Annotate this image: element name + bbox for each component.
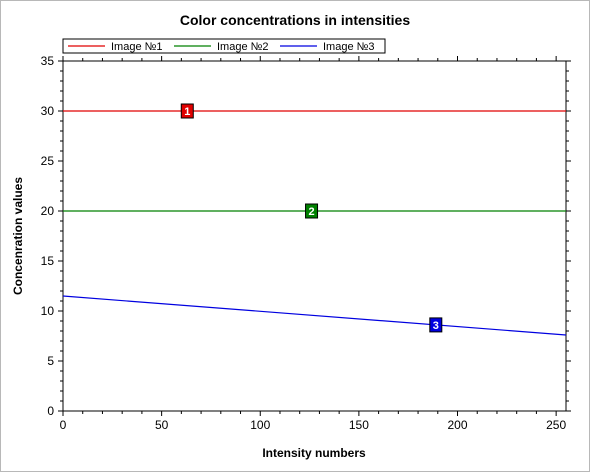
y-tick-label: 15 (41, 254, 55, 268)
chart-title: Color concentrations in intensities (180, 12, 410, 28)
x-tick-label: 100 (250, 418, 270, 432)
x-tick-label: 150 (349, 418, 369, 432)
series-line-3 (62, 295, 567, 336)
series-marker-2 (305, 203, 319, 219)
x-tick-label: 50 (155, 418, 169, 432)
legend-label-3: Image №3 (323, 41, 375, 53)
series-marker-label-3: 3 (433, 320, 439, 332)
series-marker-1 (180, 103, 194, 119)
series-marker-label-2: 2 (308, 206, 314, 218)
x-tick-label: 200 (447, 418, 467, 432)
y-tick-label: 10 (41, 304, 55, 318)
legend-box (62, 38, 386, 54)
plot-area (62, 60, 567, 412)
x-axis-title: Intensity numbers (262, 446, 366, 460)
y-tick-label: 0 (47, 404, 54, 418)
legend: Image №1 Image №2 Image №3 (62, 38, 386, 54)
y-axis-title: Concenration values (11, 177, 25, 295)
y-tick-label: 25 (41, 154, 55, 168)
y-tick-label: 35 (41, 54, 55, 68)
legend-label-1: Image №1 (111, 41, 163, 53)
x-tick-label: 250 (546, 418, 566, 432)
y-tick-label: 20 (41, 204, 55, 218)
y-tick-label: 30 (41, 104, 55, 118)
series-marker-label-1: 1 (184, 106, 190, 118)
y-tick-label: 5 (47, 354, 54, 368)
y-axis: 0 5 10 15 20 25 30 35 (41, 54, 571, 418)
x-tick-label: 0 (60, 418, 67, 432)
series-markers: 1 2 3 (180, 103, 443, 333)
x-axis: 0 50 100 150 200 250 (60, 56, 566, 432)
series-marker-3 (429, 317, 443, 333)
legend-label-2: Image №2 (217, 41, 269, 53)
